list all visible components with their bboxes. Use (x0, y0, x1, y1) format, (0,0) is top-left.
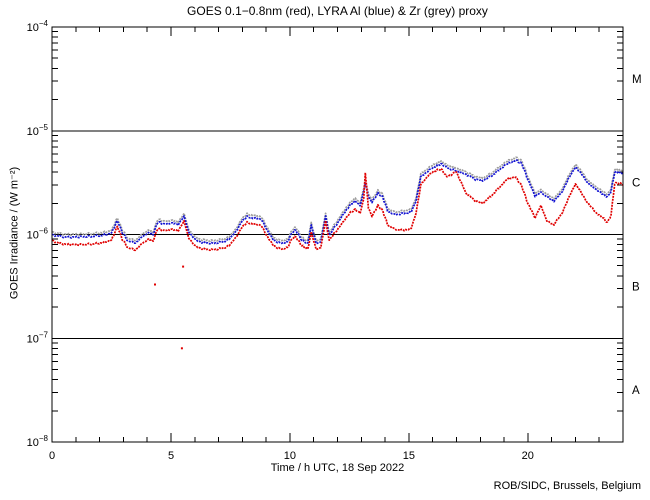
flare-class-label: B (632, 281, 640, 293)
x-tick-label: 10 (284, 450, 296, 462)
stray-point (180, 347, 183, 350)
flare-class-label: M (632, 74, 642, 86)
x-tick-label: 15 (403, 450, 415, 462)
y-tick-label: 10−5 (27, 123, 49, 138)
y-tick-label: 10−6 (27, 227, 49, 242)
series-goes-0-1-0-8nm-red (51, 167, 624, 252)
stray-point (154, 283, 156, 286)
y-tick-label: 10−4 (27, 19, 49, 34)
plot-frame (51, 26, 624, 443)
x-axis-label: Time / h UTC, 18 Sep 2022 (270, 462, 405, 474)
series-lyra-al-blue (51, 159, 624, 245)
credit-text: ROB/SIDC, Brussels, Belgium (493, 480, 641, 492)
chart-title: GOES 0.1−0.8nm (red), LYRA Al (blue) & Z… (187, 4, 488, 18)
series-zr-grey-proxy (51, 156, 624, 243)
y-tick-label: 10−8 (27, 434, 49, 449)
stray-point (182, 265, 185, 268)
x-tick-label: 0 (49, 450, 55, 462)
flare-class-label: C (632, 178, 640, 190)
flare-class-label: A (632, 385, 640, 397)
x-tick-label: 20 (522, 450, 534, 462)
y-tick-label: 10−7 (27, 330, 49, 345)
x-tick-label: 5 (168, 450, 174, 462)
